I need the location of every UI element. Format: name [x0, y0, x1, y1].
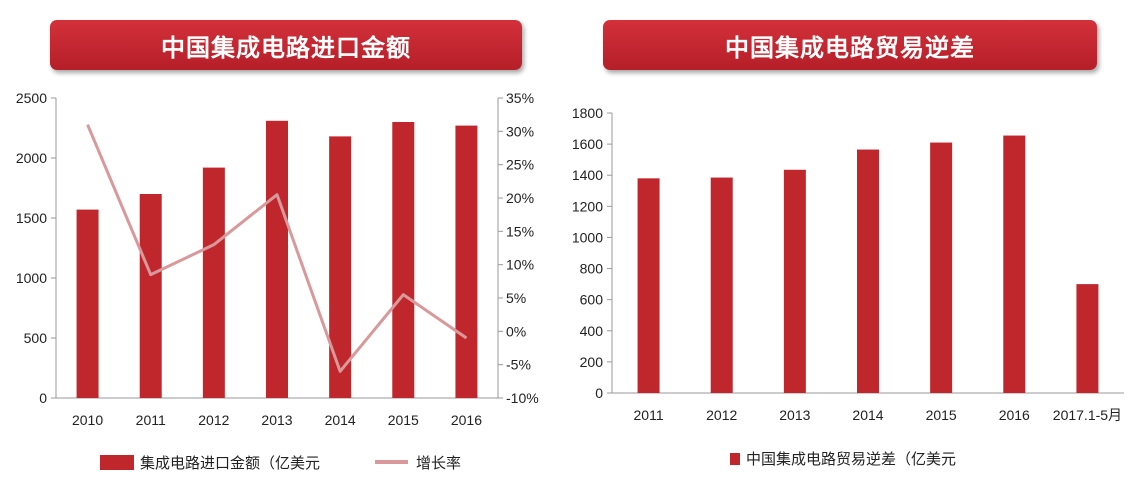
import-amount-bar — [329, 136, 352, 398]
left-y-tick-label: 0 — [39, 390, 47, 406]
right-y-tick-label: 1000 — [572, 229, 603, 245]
left-x-tick-label: 2015 — [388, 412, 419, 428]
legend-line-label: 增长率 — [416, 454, 461, 472]
left-y2-tick-label: 10% — [506, 257, 534, 273]
left-y2-tick-label: -10% — [506, 390, 539, 406]
left-x-tick-label: 2014 — [325, 412, 356, 428]
import-amount-bar — [266, 120, 288, 399]
right-y-tick-label: 800 — [580, 261, 604, 277]
trade-deficit-bar — [930, 142, 953, 393]
left-y2-tick-label: 0% — [506, 323, 526, 339]
right-chart-title: 中国集成电路贸易逆差 — [603, 20, 1097, 70]
growth-rate-line — [86, 124, 468, 373]
right-y-tick-label: 400 — [580, 323, 604, 339]
left-y2-tick-label: 25% — [506, 157, 534, 173]
left-y-tick-label: 1000 — [16, 270, 47, 286]
left-y2-tick-label: 15% — [506, 223, 534, 239]
trade-deficit-bar — [710, 177, 733, 393]
left-x-tick-label: 2012 — [198, 412, 229, 428]
left-y-tick-label: 1500 — [16, 210, 47, 226]
left-y-tick-label: 500 — [24, 330, 48, 346]
import-amount-bar — [139, 194, 162, 398]
trade-deficit-bar — [1076, 284, 1099, 393]
right-y-tick-label: 1600 — [572, 136, 603, 152]
legend-bar-swatch — [100, 455, 134, 470]
left-y2-tick-label: 5% — [506, 290, 526, 306]
left-y2-tick-label: -5% — [506, 357, 531, 373]
left-chart-title: 中国集成电路进口金额 — [50, 20, 522, 70]
legend-deficit-label: 中国集成电路贸易逆差（亿美元 — [746, 450, 956, 468]
right-x-tick-label: 2016 — [999, 407, 1030, 423]
right-x-tick-label: 2014 — [852, 407, 883, 423]
legend-deficit-swatch — [730, 453, 740, 465]
left-y-tick-label: 2000 — [16, 150, 47, 166]
legend-bar-label: 集成电路进口金额（亿美元 — [140, 454, 320, 472]
right-x-tick-label: 2011 — [634, 407, 664, 423]
right-y-tick-label: 1400 — [572, 167, 603, 183]
left-y2-tick-label: 20% — [506, 190, 534, 206]
import-amount-bar — [455, 125, 478, 398]
left-x-tick-label: 2010 — [72, 412, 103, 428]
right-y-tick-label: 200 — [580, 354, 604, 370]
right-y-tick-label: 0 — [595, 385, 603, 401]
import-amount-bar — [202, 167, 225, 398]
trade-deficit-bar — [1003, 135, 1026, 394]
import-amount-bar — [392, 122, 415, 398]
trade-deficit-bar — [857, 149, 879, 393]
right-x-tick-label: 2013 — [779, 407, 810, 423]
left-x-tick-label: 2013 — [261, 412, 292, 428]
left-y-tick-label: 2500 — [16, 90, 47, 106]
left-x-tick-label: 2016 — [451, 412, 482, 428]
left-y2-tick-label: 35% — [506, 90, 534, 106]
trade-deficit-bar — [783, 169, 806, 393]
right-y-tick-label: 1200 — [572, 198, 603, 214]
left-y2-tick-label: 30% — [506, 123, 534, 139]
right-y-tick-label: 1800 — [572, 105, 603, 121]
import-amount-bar — [76, 209, 99, 398]
trade-deficit-bar — [637, 178, 660, 393]
right-x-tick-label: 2017.1-5月 — [1053, 407, 1122, 423]
right-y-tick-label: 600 — [580, 292, 604, 308]
right-x-tick-label: 2012 — [706, 407, 737, 423]
left-x-tick-label: 2011 — [136, 412, 166, 428]
right-x-tick-label: 2015 — [926, 407, 957, 423]
